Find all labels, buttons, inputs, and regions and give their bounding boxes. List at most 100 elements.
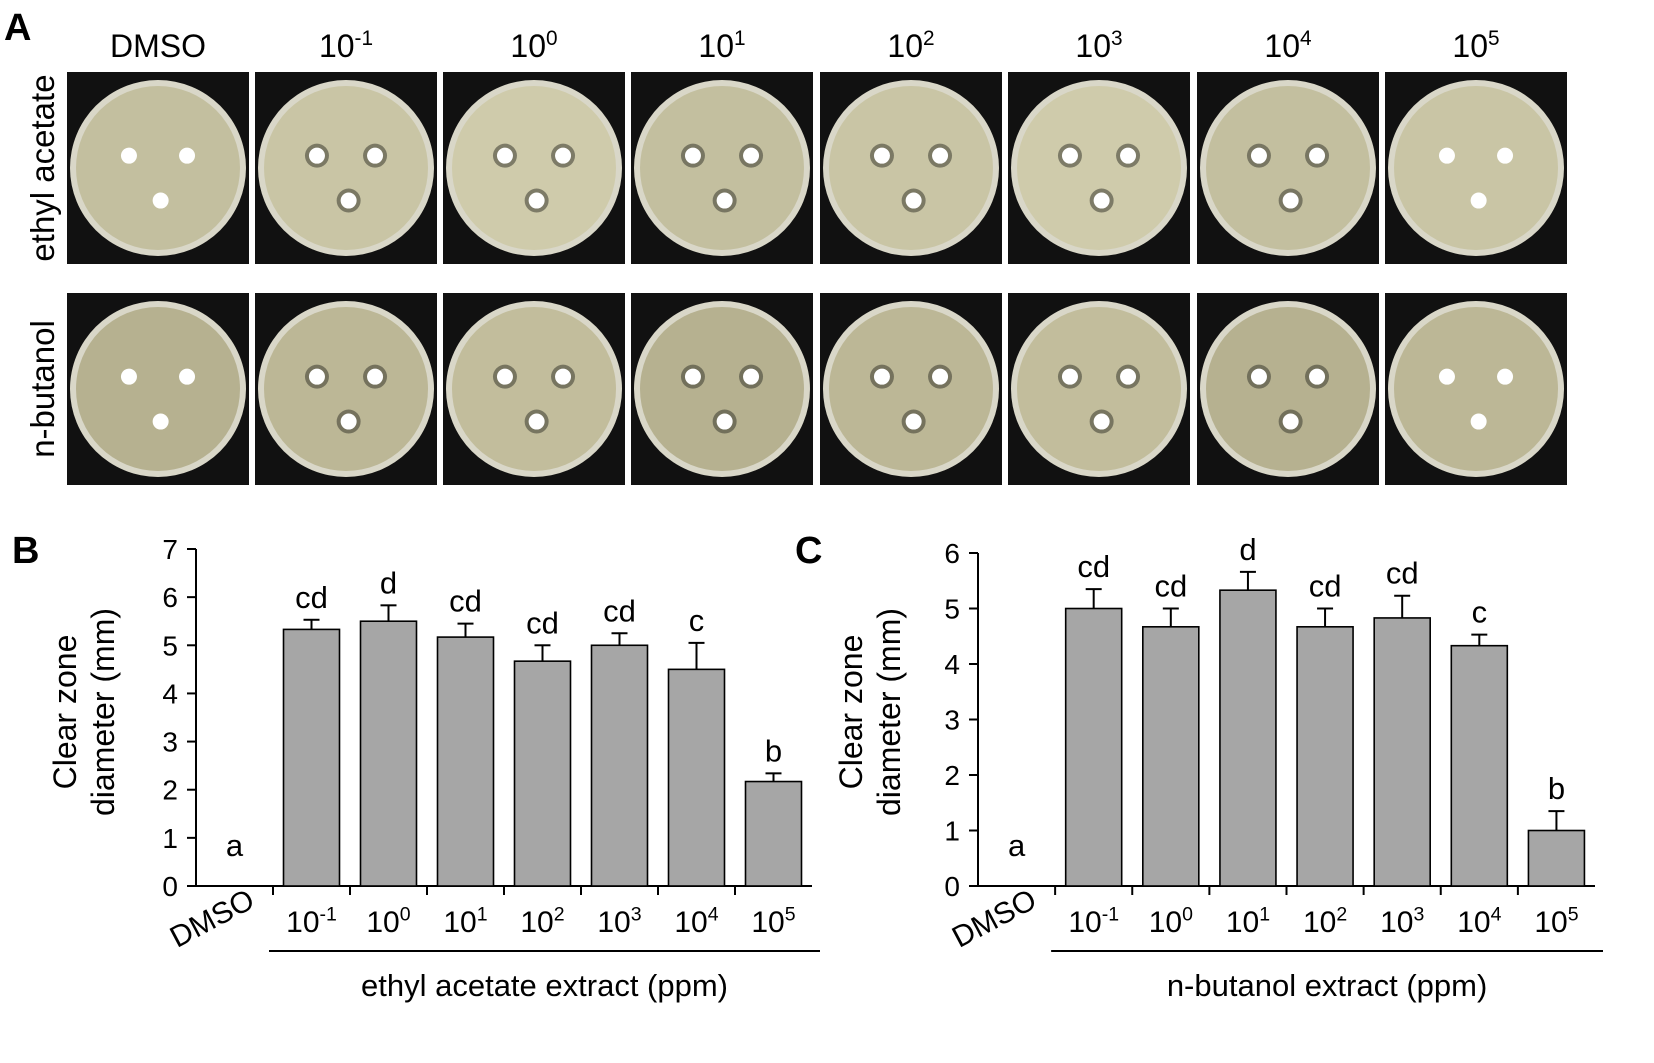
x-tick-label-6-base: 10 bbox=[674, 906, 707, 939]
y-tick-label: 5 bbox=[944, 594, 960, 625]
paper-disc bbox=[1309, 147, 1326, 164]
agar-surface bbox=[264, 307, 428, 471]
x-tick-label-3: 101 bbox=[443, 904, 487, 939]
agar-surface bbox=[829, 307, 993, 471]
plate-0-0 bbox=[67, 72, 249, 264]
x-tick-label-2-exponent: 0 bbox=[400, 904, 411, 926]
column-label-0: DMSO bbox=[110, 28, 206, 64]
paper-disc bbox=[684, 147, 701, 164]
agar-surface bbox=[76, 86, 240, 250]
paper-disc bbox=[308, 368, 325, 385]
y-tick-label: 0 bbox=[162, 871, 178, 902]
x-tick-label-2: 100 bbox=[1149, 904, 1193, 939]
bar-4 bbox=[513, 660, 572, 887]
y-tick-label: 6 bbox=[944, 538, 960, 569]
column-label-1: 10-1 bbox=[319, 27, 373, 64]
paper-disc bbox=[496, 368, 513, 385]
significance-letter-0: a bbox=[226, 828, 244, 863]
y-axis-label-line-1: diameter (mm) bbox=[85, 608, 121, 816]
paper-disc bbox=[120, 368, 137, 385]
agar-surface bbox=[1206, 307, 1370, 471]
paper-disc bbox=[152, 192, 169, 209]
significance-letter-6: c bbox=[1472, 595, 1488, 630]
x-tick-label-6-base: 10 bbox=[1457, 906, 1490, 939]
column-label-5: 103 bbox=[1075, 27, 1122, 64]
significance-letter-3: cd bbox=[449, 584, 482, 619]
y-tick-label: 2 bbox=[944, 760, 960, 791]
plate-1-3 bbox=[631, 293, 813, 485]
x-tick-label-3: 101 bbox=[1226, 904, 1270, 939]
paper-disc bbox=[367, 147, 384, 164]
x-tick-label-6-exponent: 4 bbox=[708, 904, 719, 926]
x-tick-label-3-base: 10 bbox=[443, 906, 476, 939]
plate-1-6 bbox=[1197, 293, 1379, 485]
significance-letter-3: d bbox=[1239, 532, 1256, 567]
bar-5 bbox=[590, 644, 649, 887]
significance-letter-7: b bbox=[765, 733, 782, 768]
bar-1 bbox=[1064, 607, 1123, 887]
paper-disc bbox=[528, 192, 545, 209]
column-label-2-exponent: 0 bbox=[546, 27, 558, 50]
paper-disc bbox=[743, 368, 760, 385]
plate-0-2 bbox=[443, 72, 625, 264]
paper-disc bbox=[1438, 368, 1455, 385]
plate-0-5 bbox=[1008, 72, 1190, 264]
plate-0-3 bbox=[631, 72, 813, 264]
y-tick-label: 3 bbox=[944, 705, 960, 736]
column-label-2-base: 10 bbox=[510, 28, 546, 64]
x-tick-label-6: 104 bbox=[1457, 904, 1501, 939]
significance-letter-7: b bbox=[1548, 771, 1565, 806]
paper-disc bbox=[555, 147, 572, 164]
paper-disc bbox=[496, 147, 513, 164]
paper-disc bbox=[873, 368, 890, 385]
significance-letter-5: cd bbox=[1386, 556, 1419, 591]
column-label-4: 102 bbox=[887, 27, 934, 64]
x-tick-label-3-base: 10 bbox=[1226, 906, 1259, 939]
paper-disc bbox=[1470, 413, 1487, 430]
paper-disc bbox=[555, 368, 572, 385]
paper-disc bbox=[179, 147, 196, 164]
plate-0-4 bbox=[820, 72, 1002, 264]
x-tick-label-7-exponent: 5 bbox=[785, 904, 796, 926]
x-tick-label-2-base: 10 bbox=[366, 906, 399, 939]
significance-letter-2: cd bbox=[1154, 569, 1187, 604]
paper-disc bbox=[716, 413, 733, 430]
bar-2 bbox=[359, 620, 418, 887]
column-label-5-exponent: 3 bbox=[1111, 27, 1123, 50]
plate-0-7 bbox=[1385, 72, 1567, 264]
significance-letter-4: cd bbox=[526, 605, 559, 640]
paper-disc bbox=[120, 147, 137, 164]
paper-disc bbox=[1470, 192, 1487, 209]
paper-disc bbox=[1282, 413, 1299, 430]
y-axis-label-line-0: Clear zone bbox=[833, 635, 869, 790]
x-tick-label-1-exponent: -1 bbox=[320, 904, 337, 926]
x-tick-label-5: 103 bbox=[597, 904, 641, 939]
x-tick-label-2-base: 10 bbox=[1149, 906, 1182, 939]
x-tick-label-4: 102 bbox=[1303, 904, 1347, 939]
agar-surface bbox=[1017, 86, 1181, 250]
paper-disc bbox=[152, 413, 169, 430]
panel-label: B bbox=[12, 530, 39, 572]
agar-surface bbox=[76, 307, 240, 471]
agar-surface bbox=[640, 307, 804, 471]
x-tick-label-6-exponent: 4 bbox=[1491, 904, 1502, 926]
paper-disc bbox=[1061, 368, 1078, 385]
plate-1-4 bbox=[820, 293, 1002, 485]
plate-0-6 bbox=[1197, 72, 1379, 264]
column-label-2: 100 bbox=[510, 27, 557, 64]
x-tick-label-3-exponent: 1 bbox=[477, 904, 488, 926]
paper-disc bbox=[179, 368, 196, 385]
x-tick-label-5: 103 bbox=[1380, 904, 1424, 939]
y-tick-label: 1 bbox=[162, 823, 178, 854]
bar-5 bbox=[1373, 617, 1431, 887]
paper-disc bbox=[1309, 368, 1326, 385]
paper-disc bbox=[1120, 368, 1137, 385]
bar-7 bbox=[1527, 829, 1586, 887]
plate-1-5 bbox=[1008, 293, 1190, 485]
paper-disc bbox=[932, 368, 949, 385]
column-label-4-exponent: 2 bbox=[923, 27, 935, 50]
significance-letter-1: cd bbox=[1077, 549, 1110, 584]
column-label-7-base: 10 bbox=[1452, 28, 1488, 64]
